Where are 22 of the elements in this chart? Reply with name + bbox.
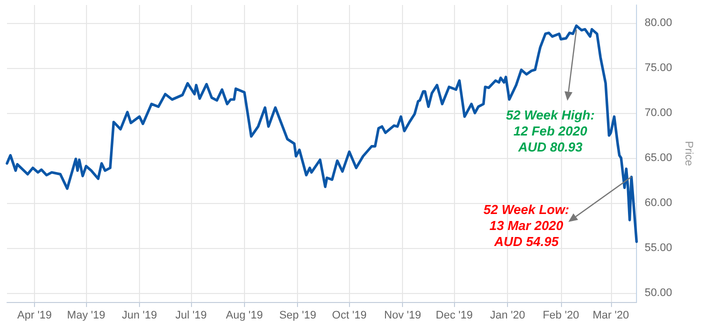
x-tick-label: Jul '19 (175, 310, 207, 322)
x-tick-label: Dec '19 (436, 310, 473, 322)
annotation: 52 Week High: 12 Feb 2020 AUD 80.93 (506, 108, 595, 155)
x-tick-label: Nov '19 (384, 310, 422, 322)
y-tick-label: 55.00 (644, 242, 672, 254)
x-tick-label: Sep '19 (279, 310, 316, 322)
x-tick-label: Jan '20 (490, 310, 526, 322)
y-tick-label: 75.00 (644, 62, 672, 74)
y-tick-label: 60.00 (644, 197, 672, 209)
y-tick-label: 80.00 (644, 17, 672, 29)
y-tick-label: 70.00 (644, 107, 672, 119)
x-tick-label: May '19 (67, 310, 106, 322)
x-tick-label: Apr '19 (17, 310, 52, 322)
x-tick-label: Oct '19 (332, 310, 367, 322)
y-tick-label: 50.00 (644, 287, 672, 299)
x-tick-label: Mar '20 (592, 310, 629, 322)
x-tick-label: Aug '19 (226, 310, 263, 322)
y-tick-label: 65.00 (644, 152, 672, 164)
annotation: 52 Week Low: 13 Mar 2020 AUD 54.95 (484, 202, 570, 249)
x-tick-label: Jun '19 (122, 310, 158, 322)
y-axis-title: Price (682, 140, 694, 166)
x-tick-label: Feb '20 (542, 310, 580, 322)
